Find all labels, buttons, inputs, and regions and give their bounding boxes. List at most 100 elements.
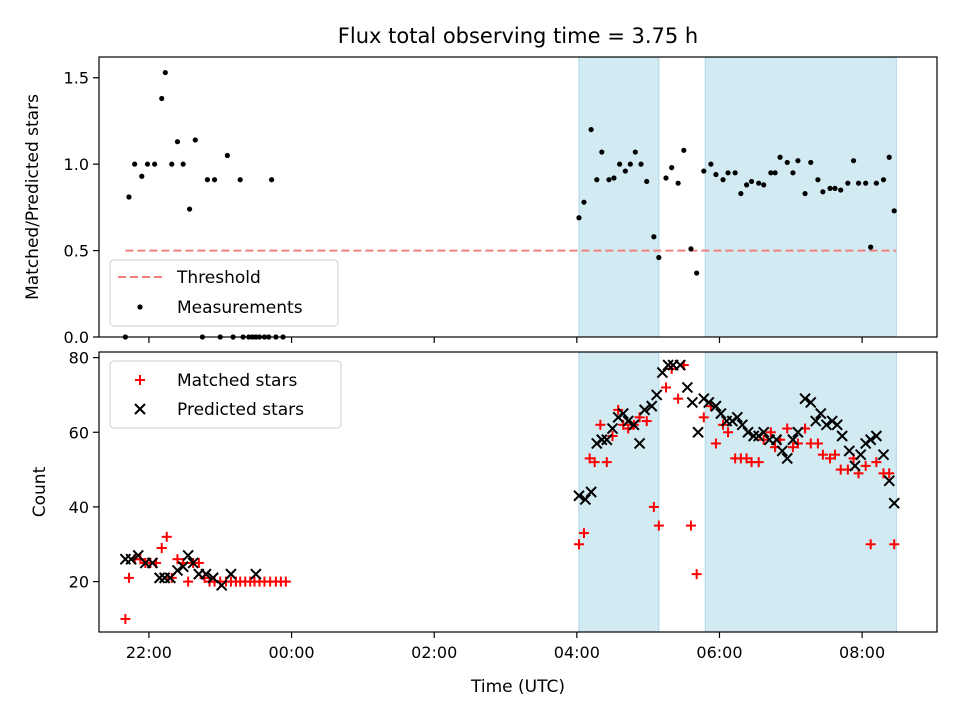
predicted-star-point xyxy=(864,434,877,446)
cross-stroke xyxy=(177,560,189,573)
predicted-star-point xyxy=(836,430,848,442)
measurement-point xyxy=(880,177,887,183)
y-tick-label: 1.5 xyxy=(64,69,89,88)
matched-star-point xyxy=(723,427,734,438)
measurement-point xyxy=(688,246,694,252)
predicted-star-point xyxy=(799,392,811,405)
predicted-star-point xyxy=(710,400,722,412)
matched-star-point xyxy=(595,419,606,430)
top-y-ticks: 0.0 0.5 1.0 1.5 xyxy=(64,69,99,347)
measurement-point xyxy=(588,126,594,133)
cross-stroke xyxy=(146,557,159,569)
cross-stroke xyxy=(854,448,867,461)
measurement-point xyxy=(845,180,851,186)
measurement-point xyxy=(756,180,762,186)
cross-stroke xyxy=(883,475,895,487)
cross-stroke xyxy=(692,426,704,438)
top-legend: Threshold Measurements xyxy=(109,259,339,327)
measurement-point xyxy=(669,165,675,171)
cross-stroke xyxy=(601,434,613,446)
cross-stroke xyxy=(250,568,262,580)
predicted-star-point xyxy=(606,422,619,435)
x-tick-label: 22:00 xyxy=(126,643,172,662)
matched-star-point xyxy=(884,468,895,479)
cross-stroke xyxy=(686,396,699,409)
cross-stroke xyxy=(638,404,651,416)
cross-stroke xyxy=(888,497,900,509)
matched-star-point xyxy=(193,557,204,568)
measurement-point xyxy=(838,187,844,193)
measurement-point xyxy=(139,173,145,179)
matched-star-point xyxy=(817,449,828,460)
bottom-y-axis-label: Count xyxy=(30,466,50,517)
legend-measurement-swatch xyxy=(137,304,143,310)
predicted-star-point xyxy=(633,437,646,450)
measurement-point xyxy=(827,185,833,191)
measurement-point xyxy=(186,206,193,212)
cross-stroke xyxy=(622,415,634,427)
predicted-star-point xyxy=(628,419,640,431)
y-tick-label: 60 xyxy=(69,423,89,442)
predicted-star-point xyxy=(596,434,608,446)
measurement-point xyxy=(743,182,750,188)
measurement-point xyxy=(777,154,783,160)
y-tick-label: 0.5 xyxy=(64,242,89,261)
cross-stroke xyxy=(182,549,194,562)
cross-stroke xyxy=(134,403,146,415)
predicted-star-point xyxy=(781,452,793,465)
measurement-point xyxy=(748,178,755,185)
cross-stroke xyxy=(207,572,219,584)
measurement-point xyxy=(606,177,612,183)
cross-stroke xyxy=(225,568,237,580)
matched-star-point xyxy=(601,457,612,468)
matched-star-point xyxy=(865,539,876,550)
matched-star-point xyxy=(705,401,716,412)
measurement-point xyxy=(152,161,158,167)
x-tick-label: 02:00 xyxy=(411,643,457,662)
predicted-star-point xyxy=(686,396,699,409)
legend-measurement-label: Measurements xyxy=(177,298,303,318)
matched-star-point xyxy=(685,520,696,531)
predicted-star-point xyxy=(638,404,651,416)
predicted-star-point xyxy=(651,389,663,401)
matched-star-point xyxy=(782,423,793,434)
cross-stroke xyxy=(742,426,754,438)
measurement-point xyxy=(656,254,662,261)
matched-star-point xyxy=(830,449,841,460)
y-tick-label: 0.0 xyxy=(64,328,89,347)
cross-stroke xyxy=(200,568,212,580)
predicted-star-point xyxy=(742,426,754,438)
shaded-region xyxy=(704,351,897,633)
measurement-point xyxy=(169,161,175,167)
matched-star-point xyxy=(753,457,764,468)
matched-star-point xyxy=(648,501,659,512)
matched-star-point xyxy=(698,412,709,423)
measurement-point xyxy=(768,170,774,176)
matched-star-point xyxy=(166,572,177,583)
cross-stroke xyxy=(596,434,608,446)
predicted-star-point xyxy=(622,415,634,427)
cross-stroke xyxy=(656,366,669,379)
bottom-shaded-regions xyxy=(578,351,897,633)
predicted-star-point xyxy=(787,434,799,446)
cross-stroke xyxy=(799,392,811,405)
measurement-point xyxy=(268,177,275,183)
y-tick-label: 20 xyxy=(69,573,89,592)
matched-star-point xyxy=(812,438,823,449)
x-tick-label: 06:00 xyxy=(696,643,742,662)
measurement-point xyxy=(159,95,165,102)
matched-star-point xyxy=(161,531,172,542)
measurement-point xyxy=(761,182,767,188)
cross-stroke xyxy=(674,359,686,371)
measurement-point xyxy=(732,170,738,176)
cross-stroke xyxy=(125,553,137,565)
predicted-star-point xyxy=(877,448,890,461)
measurement-point xyxy=(850,158,857,164)
predicted-star-point xyxy=(820,419,833,431)
predicted-star-point xyxy=(870,430,883,442)
x-axis-label: Time (UTC) xyxy=(470,677,565,697)
cross-stroke xyxy=(573,490,585,502)
measurement-point xyxy=(162,69,168,76)
cross-stroke xyxy=(681,381,694,394)
